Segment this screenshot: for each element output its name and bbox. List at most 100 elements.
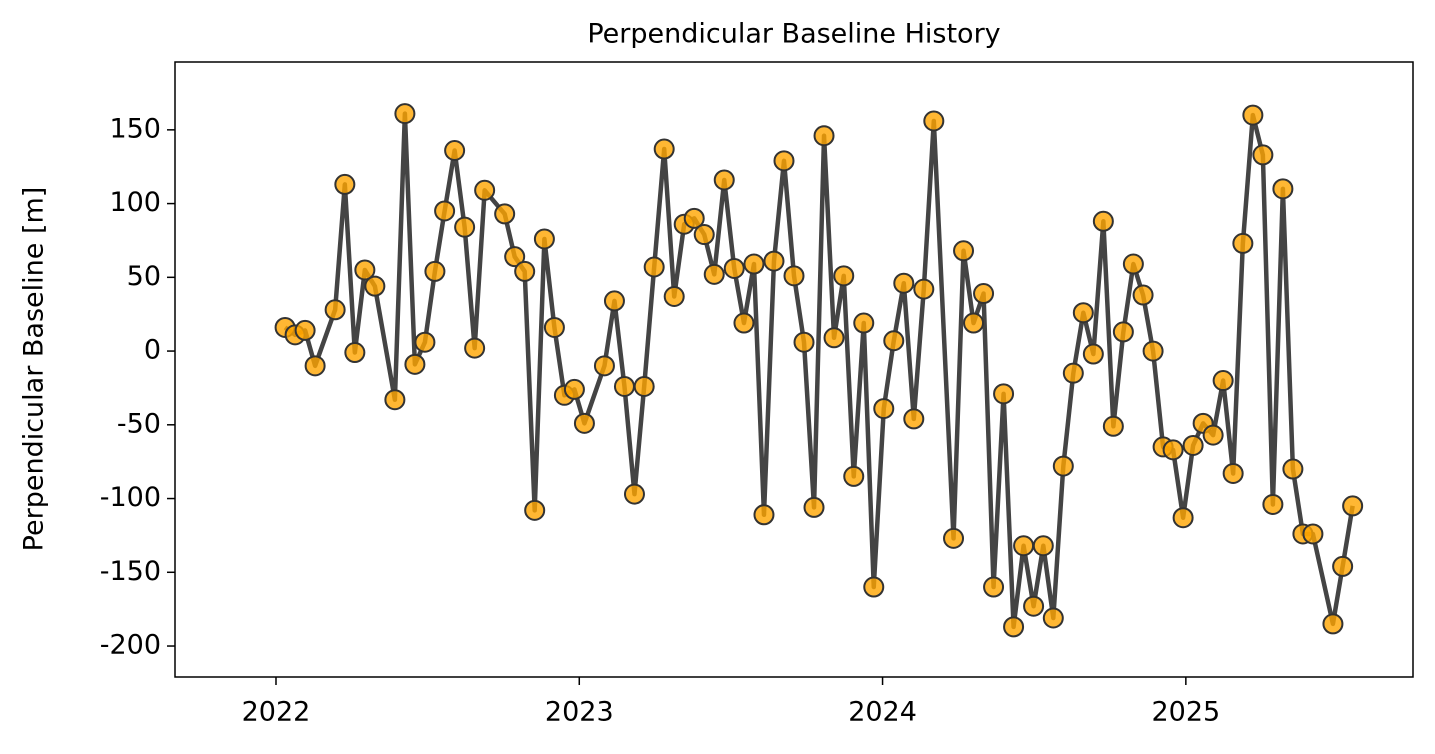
y-tick-label: -50 xyxy=(117,408,161,439)
data-point xyxy=(1212,370,1234,392)
data-point xyxy=(913,278,935,300)
data-point xyxy=(464,337,486,359)
y-tick-label: 0 xyxy=(144,335,161,366)
y-tick-label: 150 xyxy=(109,113,161,144)
data-point xyxy=(454,216,476,238)
data-point xyxy=(1032,535,1054,557)
data-point xyxy=(703,263,725,285)
data-point xyxy=(1182,434,1204,456)
series-line xyxy=(283,111,1355,630)
data-point xyxy=(833,265,855,287)
data-point xyxy=(364,275,386,297)
data-point xyxy=(1132,284,1154,306)
y-axis-label: Perpendicular Baseline [m] xyxy=(19,187,50,552)
data-point xyxy=(384,389,406,411)
data-point xyxy=(853,312,875,334)
plot-frame xyxy=(174,61,1414,678)
data-point xyxy=(953,240,975,262)
y-tick-label: 100 xyxy=(109,187,161,218)
data-point xyxy=(1042,607,1064,629)
data-point xyxy=(633,375,655,397)
data-point xyxy=(923,110,945,132)
y-tick-label: -100 xyxy=(100,482,161,513)
data-point xyxy=(1023,595,1045,617)
data-point xyxy=(773,150,795,172)
data-point xyxy=(683,207,705,229)
y-tick-label: 50 xyxy=(127,261,161,292)
data-point xyxy=(1252,144,1274,166)
data-point xyxy=(653,138,675,160)
data-point xyxy=(1332,555,1354,577)
data-point xyxy=(883,330,905,352)
data-point xyxy=(973,283,995,305)
x-tick-label: 2023 xyxy=(545,697,614,728)
data-point xyxy=(1232,232,1254,254)
data-point xyxy=(993,383,1015,405)
data-point xyxy=(1322,613,1344,635)
data-point xyxy=(394,103,416,125)
data-point xyxy=(643,256,665,278)
data-point xyxy=(823,327,845,349)
data-point xyxy=(1222,462,1244,484)
data-point xyxy=(1142,340,1164,362)
data-point xyxy=(514,260,536,282)
data-point xyxy=(723,257,745,279)
data-point xyxy=(1282,458,1304,480)
data-point xyxy=(1082,343,1104,365)
data-point xyxy=(1003,616,1025,638)
data-point xyxy=(1242,104,1264,126)
data-point xyxy=(743,253,765,275)
data-point xyxy=(573,412,595,434)
data-point xyxy=(504,246,526,268)
x-tick-label: 2024 xyxy=(848,697,917,728)
data-point xyxy=(783,265,805,287)
data-point xyxy=(1162,439,1184,461)
data-point xyxy=(354,259,376,281)
data-point xyxy=(344,342,366,364)
x-tick-label: 2025 xyxy=(1151,697,1220,728)
data-point xyxy=(294,319,316,341)
data-point xyxy=(1262,493,1284,515)
data-point xyxy=(893,272,915,294)
data-point xyxy=(1172,507,1194,529)
data-point xyxy=(813,125,835,147)
data-point xyxy=(1072,302,1094,324)
data-point xyxy=(623,483,645,505)
data-point xyxy=(613,375,635,397)
data-point xyxy=(444,139,466,161)
y-tick-label: -150 xyxy=(100,556,161,587)
data-point xyxy=(434,200,456,222)
data-point xyxy=(1062,362,1084,384)
data-point xyxy=(524,499,546,521)
data-point xyxy=(1122,253,1144,275)
data-point xyxy=(324,299,346,321)
data-point xyxy=(753,504,775,526)
y-tick-label: -200 xyxy=(100,630,161,661)
data-point xyxy=(593,355,615,377)
data-point xyxy=(1202,424,1224,446)
data-point xyxy=(1272,178,1294,200)
data-point xyxy=(733,312,755,334)
data-point xyxy=(803,496,825,518)
data-point xyxy=(793,331,815,353)
data-point xyxy=(474,179,496,201)
data-point xyxy=(563,378,585,400)
data-point xyxy=(1302,523,1324,545)
data-point xyxy=(873,398,895,420)
x-tick-label: 2022 xyxy=(242,697,311,728)
data-point xyxy=(1112,321,1134,343)
data-point xyxy=(1013,535,1035,557)
data-point xyxy=(603,290,625,312)
data-point xyxy=(1052,455,1074,477)
data-point xyxy=(693,224,715,246)
data-point xyxy=(963,312,985,334)
data-point xyxy=(494,203,516,225)
data-point xyxy=(334,173,356,195)
data-point xyxy=(304,355,326,377)
data-point xyxy=(663,285,685,307)
data-point xyxy=(1102,415,1124,437)
chart-title: Perpendicular Baseline History xyxy=(587,19,1000,50)
data-point xyxy=(943,527,965,549)
data-point xyxy=(713,169,735,191)
